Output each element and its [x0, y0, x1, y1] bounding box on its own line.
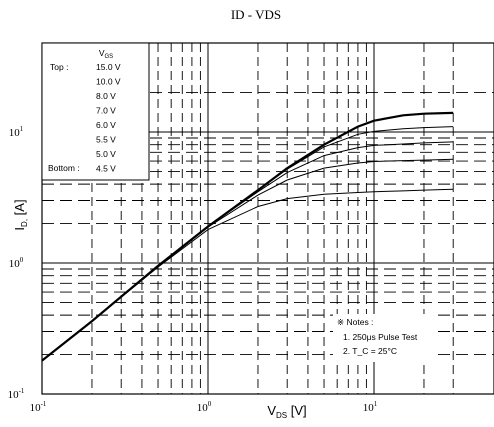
- legend-box: [41, 42, 150, 181]
- legend-entry: 6.0 V: [96, 120, 116, 130]
- x-tick-label: 101: [363, 400, 378, 414]
- y-tick-labels: 10-1 100 101: [8, 125, 25, 401]
- legend-top-label: Top :: [50, 62, 68, 72]
- chart-title: ID - VDS: [231, 7, 281, 22]
- y-tick-label: 100: [9, 256, 24, 270]
- notes-line-2: 2. T_C = 25°C: [343, 346, 397, 356]
- notes-line-1: 1. 250μs Pulse Test: [343, 332, 418, 342]
- series-group: [41, 111, 454, 362]
- notes-title: ※ Notes :: [337, 317, 373, 327]
- x-tick-label: 10-1: [30, 400, 47, 414]
- x-tick-label: 100: [197, 400, 212, 414]
- plot-frame: [41, 42, 494, 395]
- x-tick-labels: 10-1 100 101: [30, 400, 378, 414]
- legend-entry: 5.5 V: [96, 135, 116, 145]
- legend-entry: 15.0 V: [96, 62, 121, 72]
- legend-entry: 10.0 V: [96, 77, 121, 87]
- legend-entry: 8.0 V: [96, 91, 116, 101]
- legend-entry: 4.5 V: [96, 164, 116, 174]
- notes-background: [333, 314, 437, 362]
- legend-entry: 7.0 V: [96, 106, 116, 116]
- legend-entries: 15.0 V 10.0 V 8.0 V 7.0 V 6.0 V 5.5 V 5.0 V 4.5…: [96, 62, 121, 174]
- series-line-5: [41, 188, 454, 361]
- x-axis-label: VDS [V]: [267, 403, 306, 420]
- legend: VGS Top : Bottom : 15.0 V10.0 V8.0 V7.0 …: [41, 42, 150, 181]
- notes-box: ※ Notes : 1. 250μs Pulse Test 2. T_C = 2…: [333, 314, 437, 362]
- y-tick-label: 101: [9, 125, 24, 139]
- legend-bottom-label: Bottom :: [48, 163, 80, 173]
- y-tick-label: 10-1: [8, 387, 25, 401]
- legend-entry: 5.0 V: [96, 149, 116, 159]
- y-axis-label: ID, [A]: [12, 199, 29, 230]
